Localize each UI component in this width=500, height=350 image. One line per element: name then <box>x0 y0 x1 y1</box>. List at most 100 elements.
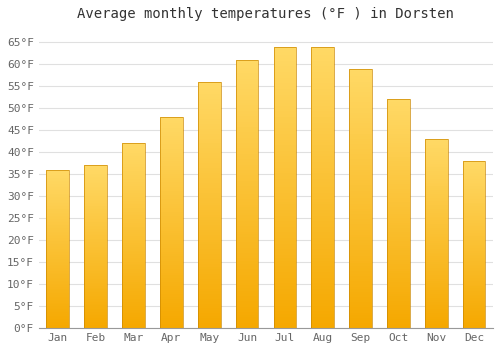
Bar <box>387 129 410 132</box>
Bar <box>46 229 69 230</box>
Bar <box>387 260 410 262</box>
Bar <box>46 260 69 262</box>
Bar <box>425 275 448 277</box>
Bar <box>349 178 372 180</box>
Bar <box>463 266 485 268</box>
Bar <box>425 169 448 171</box>
Bar <box>160 296 182 299</box>
Bar <box>425 162 448 163</box>
Bar <box>198 116 220 119</box>
Bar <box>274 106 296 108</box>
Bar <box>274 140 296 142</box>
Bar <box>84 209 107 211</box>
Bar <box>236 248 258 250</box>
Bar <box>198 158 220 161</box>
Bar <box>236 191 258 194</box>
Bar <box>46 178 69 179</box>
Bar <box>387 122 410 125</box>
Bar <box>463 228 485 230</box>
Bar <box>122 301 145 302</box>
Bar <box>84 166 107 167</box>
Bar <box>84 317 107 318</box>
Bar <box>274 126 296 128</box>
Bar <box>160 202 182 204</box>
Bar <box>198 212 220 215</box>
Bar <box>122 144 145 145</box>
Bar <box>236 307 258 309</box>
Bar <box>463 253 485 255</box>
Bar <box>236 140 258 143</box>
Bar <box>312 207 334 210</box>
Bar <box>312 122 334 126</box>
Bar <box>84 322 107 323</box>
Bar <box>84 191 107 193</box>
Bar <box>236 132 258 135</box>
Bar <box>84 201 107 203</box>
Bar <box>387 120 410 122</box>
Bar <box>46 227 69 229</box>
Bar <box>274 238 296 241</box>
Bar <box>274 55 296 58</box>
Bar <box>274 137 296 140</box>
Bar <box>274 218 296 221</box>
Bar <box>236 309 258 312</box>
Bar <box>198 111 220 114</box>
Bar <box>84 166 107 328</box>
Bar <box>122 225 145 226</box>
Bar <box>236 202 258 205</box>
Bar <box>425 145 448 147</box>
Bar <box>84 284 107 286</box>
Bar <box>463 325 485 327</box>
Bar <box>122 184 145 186</box>
Bar <box>236 320 258 323</box>
Bar <box>84 253 107 255</box>
Bar <box>160 140 182 142</box>
Bar <box>387 198 410 200</box>
Bar <box>387 285 410 287</box>
Bar <box>236 76 258 79</box>
Bar <box>198 166 220 168</box>
Bar <box>274 100 296 103</box>
Bar <box>160 326 182 328</box>
Bar <box>425 313 448 315</box>
Bar <box>274 72 296 75</box>
Bar <box>274 182 296 184</box>
Bar <box>122 269 145 271</box>
Bar <box>236 124 258 127</box>
Bar <box>46 325 69 327</box>
Bar <box>463 305 485 307</box>
Bar <box>122 236 145 238</box>
Bar <box>236 261 258 264</box>
Bar <box>198 249 220 252</box>
Bar <box>236 164 258 167</box>
Bar <box>425 184 448 186</box>
Bar <box>349 214 372 217</box>
Bar <box>46 211 69 212</box>
Bar <box>463 176 485 178</box>
Bar <box>387 232 410 234</box>
Bar <box>160 320 182 322</box>
Bar <box>349 302 372 305</box>
Bar <box>236 232 258 234</box>
Bar <box>274 286 296 289</box>
Bar <box>312 69 334 72</box>
Bar <box>274 92 296 94</box>
Bar <box>84 260 107 261</box>
Bar <box>349 120 372 123</box>
Bar <box>84 318 107 320</box>
Bar <box>198 131 220 134</box>
Bar <box>160 174 182 176</box>
Bar <box>198 185 220 188</box>
Bar <box>236 277 258 280</box>
Bar <box>425 294 448 296</box>
Bar <box>425 199 448 202</box>
Bar <box>349 206 372 209</box>
Bar <box>425 171 448 173</box>
Bar <box>160 294 182 296</box>
Bar <box>387 275 410 278</box>
Bar <box>387 257 410 260</box>
Bar <box>463 256 485 258</box>
Bar <box>46 254 69 256</box>
Bar <box>425 222 448 224</box>
Bar <box>46 179 69 181</box>
